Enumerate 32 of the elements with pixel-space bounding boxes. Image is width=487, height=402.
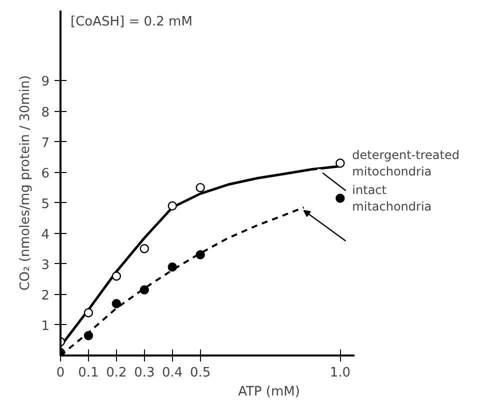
x-tick-label: 0.1 xyxy=(78,366,99,380)
y-tick-label: 6 xyxy=(41,166,50,182)
x-axis-title: ATP (mM) xyxy=(238,384,300,400)
point xyxy=(112,272,122,281)
point xyxy=(112,299,122,308)
point xyxy=(140,244,150,254)
point xyxy=(196,182,205,192)
y-tick-label: 2 xyxy=(41,288,50,304)
y-tick-label: 1 xyxy=(41,318,50,334)
y-axis-title: CO₂ (nmoles/mg protein / 30min) xyxy=(18,75,34,291)
x-tick-label: 0.4 xyxy=(162,366,183,380)
x-tick-label: 1.0 xyxy=(330,366,351,380)
y-tick-label: 9 xyxy=(41,74,50,90)
x-tick-label: 0 xyxy=(56,366,65,380)
point xyxy=(336,158,345,168)
y-tick-label: 8 xyxy=(41,105,50,120)
point xyxy=(140,285,150,294)
point xyxy=(168,262,177,272)
x-tick-label: 0.2 xyxy=(106,366,127,380)
point xyxy=(336,194,345,203)
point xyxy=(84,308,94,318)
annotation: [CoASH] = 0.2 mM xyxy=(70,14,192,30)
point xyxy=(196,250,205,260)
point xyxy=(168,201,177,210)
y-tick-label: 5 xyxy=(41,196,50,212)
x-tick-label: 0.5 xyxy=(190,366,211,380)
y-tick-label: 3 xyxy=(41,258,50,273)
series-label: intact mitachondria xyxy=(352,182,432,214)
y-tick-label: 4 xyxy=(41,227,50,242)
x-tick-label: 0.3 xyxy=(134,366,155,380)
y-tick-label: 7 xyxy=(41,136,50,151)
point xyxy=(84,331,94,340)
